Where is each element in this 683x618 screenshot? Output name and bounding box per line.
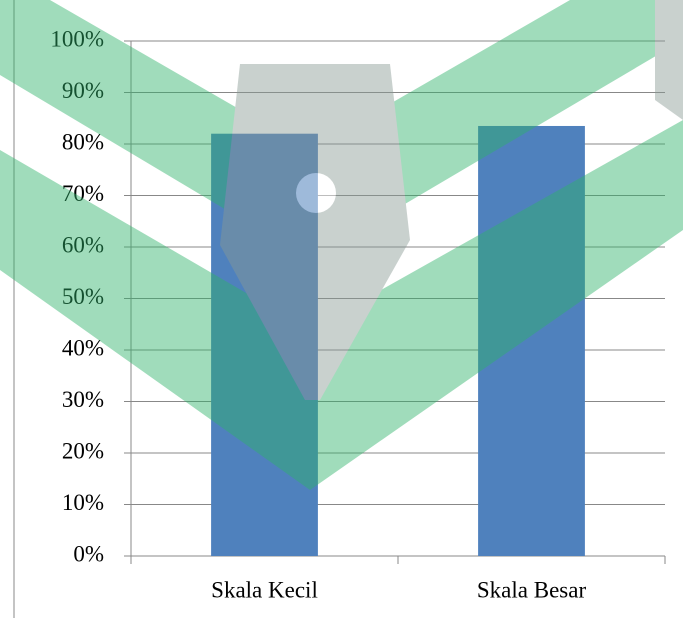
x-tick-label: Skala Besar [477,577,587,602]
y-tick-label: 30% [62,387,104,412]
y-tick-label: 0% [73,541,104,566]
watermark-chevron [0,0,683,260]
y-tick-label: 70% [62,181,104,206]
y-tick-label: 60% [62,232,104,257]
y-tick-label: 100% [50,26,104,51]
watermark-chevron [0,120,683,490]
watermark [0,0,683,490]
bar [211,133,318,556]
bars [211,125,585,556]
watermark-pen-hole [296,173,336,213]
y-tick-label: 20% [62,438,104,463]
y-tick-label: 10% [62,490,104,515]
y-tick-label: 90% [62,78,104,103]
x-tick-label: Skala Kecil [211,577,318,602]
y-tick-label: 40% [62,335,104,360]
watermark-pen [220,64,410,400]
bar [478,125,585,556]
y-tick-label: 50% [62,284,104,309]
y-tick-label: 80% [62,129,104,154]
watermark-pen [655,0,683,120]
